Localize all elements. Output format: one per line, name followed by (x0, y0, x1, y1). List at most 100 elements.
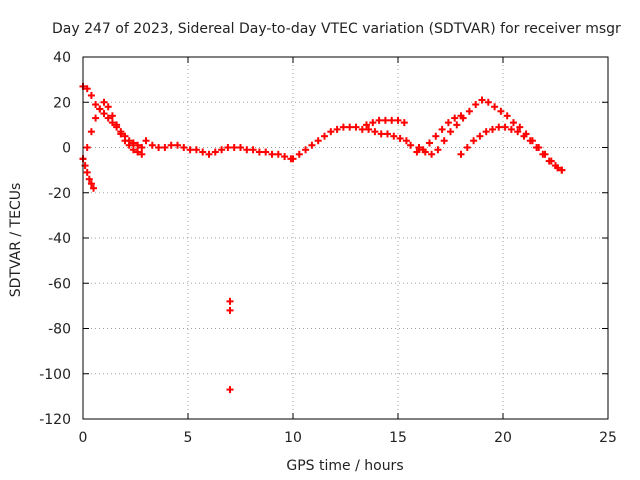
data-point (463, 144, 471, 151)
data-point (516, 123, 524, 131)
data-point (388, 116, 396, 124)
data-point (495, 123, 503, 131)
data-point (507, 125, 515, 133)
data-point (83, 144, 91, 151)
data-point (180, 144, 188, 151)
data-point (501, 123, 509, 131)
data-point (281, 153, 289, 161)
data-point (134, 141, 142, 149)
data-point (415, 144, 423, 151)
axis-ticks (82, 56, 609, 420)
data-point (545, 157, 553, 165)
data-point (394, 116, 402, 124)
data-point (108, 119, 116, 127)
data-point (289, 155, 297, 163)
y-axis-label: SDTVAR / TECUs (8, 183, 24, 298)
data-point (87, 128, 95, 136)
y-tick-label: -100 (39, 367, 71, 383)
data-point (510, 119, 517, 127)
data-point (125, 141, 133, 149)
data-point (321, 132, 328, 140)
data-point (308, 141, 316, 149)
data-point (390, 132, 398, 140)
data-point (174, 141, 181, 149)
data-point (497, 107, 505, 115)
y-tick-label: -80 (48, 322, 71, 338)
data-point (226, 297, 234, 305)
data-point (339, 123, 347, 131)
data-point (472, 101, 480, 109)
tick-labels: 0 5 10 15 20 25 40 20 0 -20 -40 -60 -80 -100 -120 (39, 50, 617, 446)
data-point (384, 130, 391, 138)
data-point (434, 146, 442, 154)
grid-lines (83, 57, 608, 419)
data-point (129, 146, 137, 154)
data-point (96, 105, 104, 113)
data-point (134, 148, 142, 156)
data-point (444, 119, 452, 127)
data-point (218, 146, 226, 154)
data-point (363, 121, 370, 129)
data-point (142, 137, 150, 145)
data-point (533, 144, 541, 151)
data-point (400, 119, 408, 127)
data-point (552, 162, 559, 170)
data-point (226, 306, 234, 314)
data-point (432, 132, 440, 140)
data-point (426, 139, 433, 147)
data-point (113, 121, 121, 129)
data-point (108, 112, 116, 120)
data-point (459, 114, 467, 122)
data-point (262, 148, 270, 156)
data-point (371, 128, 379, 136)
x-axis-label: GPS time / hours (286, 458, 403, 474)
data-point (274, 150, 282, 158)
data-point (482, 128, 490, 136)
data-point (224, 144, 232, 151)
data-point (358, 125, 366, 133)
data-point (413, 148, 421, 156)
data-point (377, 130, 385, 138)
x-tick-label: 0 (79, 430, 88, 446)
data-point (346, 123, 354, 131)
data-point (539, 150, 547, 158)
data-point (491, 103, 499, 111)
x-tick-label: 25 (599, 430, 617, 446)
y-tick-label: 0 (62, 141, 71, 157)
data-point (117, 130, 125, 138)
data-point (369, 119, 377, 127)
data-point (167, 141, 175, 149)
data-point (92, 101, 100, 109)
data-point (365, 125, 373, 133)
data-point (478, 96, 486, 104)
data-point (520, 132, 528, 140)
data-point (104, 103, 112, 111)
data-point (100, 98, 108, 106)
data-point (526, 137, 534, 145)
data-point (83, 85, 91, 93)
data-point (268, 150, 276, 158)
x-tick-label: 20 (494, 430, 512, 446)
data-point (121, 137, 129, 145)
data-point (327, 128, 335, 136)
data-point (453, 121, 461, 129)
y-tick-label: -20 (48, 186, 71, 202)
data-point (138, 144, 146, 151)
data-point (451, 114, 459, 122)
data-point (470, 137, 478, 145)
data-points (79, 82, 566, 394)
data-point (129, 139, 137, 147)
data-point (302, 146, 310, 154)
data-point (295, 150, 303, 158)
y-tick-label: 20 (53, 95, 71, 111)
data-point (489, 125, 496, 133)
data-point (457, 150, 465, 158)
data-point (375, 116, 383, 124)
data-point (255, 148, 263, 156)
data-point (85, 175, 93, 183)
data-point (87, 91, 95, 99)
y-tick-label: -120 (39, 412, 71, 428)
data-point (396, 134, 404, 142)
data-point (138, 150, 146, 158)
data-point (514, 128, 522, 136)
